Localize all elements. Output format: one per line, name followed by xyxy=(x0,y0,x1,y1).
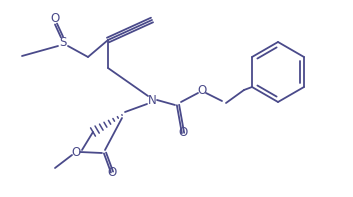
Text: O: O xyxy=(50,11,60,24)
Text: O: O xyxy=(107,165,116,178)
Text: O: O xyxy=(71,146,80,159)
Text: S: S xyxy=(59,35,67,48)
Text: O: O xyxy=(197,84,207,97)
Text: O: O xyxy=(178,126,188,139)
Text: N: N xyxy=(148,94,156,107)
